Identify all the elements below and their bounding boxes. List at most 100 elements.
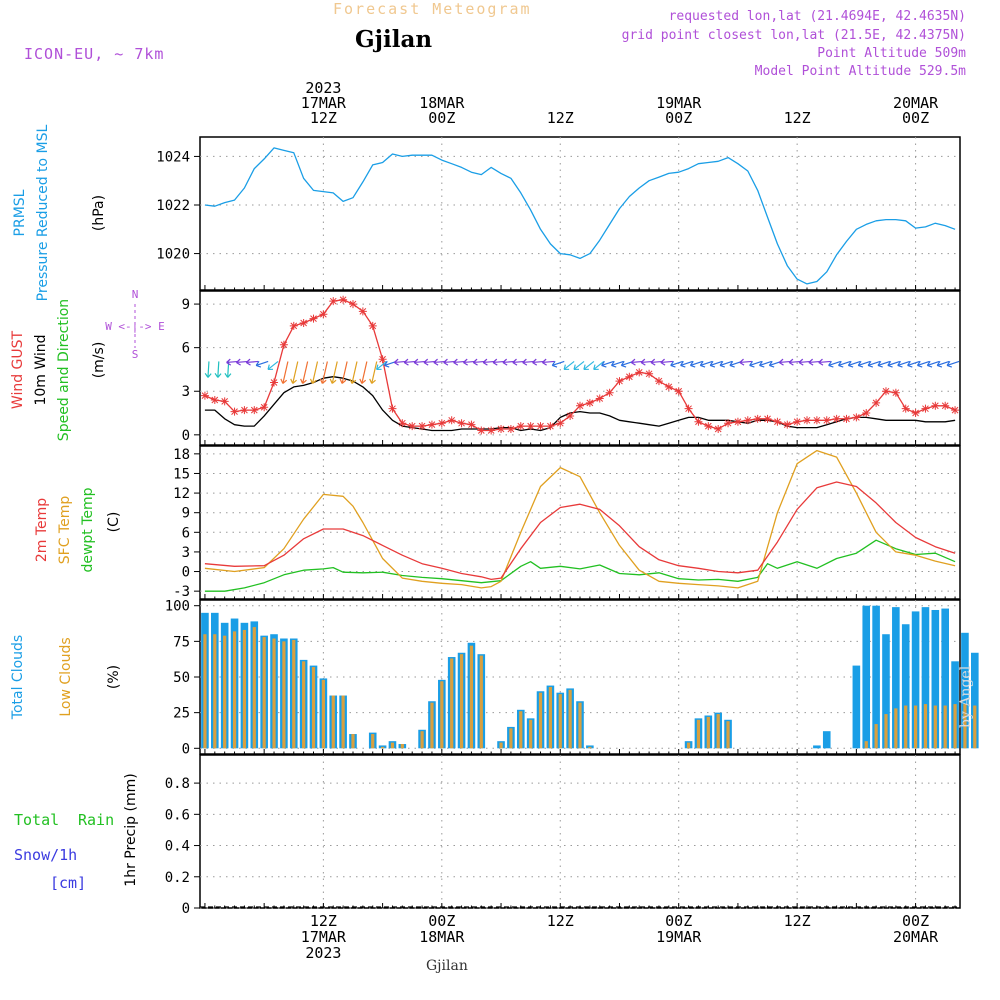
wind-arrow-head	[541, 358, 547, 366]
wind-arrow-head	[290, 378, 297, 384]
wind-arrow	[689, 360, 703, 368]
wind-arrow	[946, 360, 960, 368]
wind-arrow	[897, 360, 910, 368]
wind-arrow-shaft	[848, 360, 861, 367]
wind-arrow	[670, 360, 683, 368]
gust-marker	[881, 387, 890, 396]
wind-arrow	[936, 360, 950, 368]
bar-low-clouds	[884, 714, 888, 749]
wind-arrow-head	[463, 358, 468, 366]
wind-arrow	[719, 360, 733, 368]
y-tick-label: 15	[173, 466, 190, 482]
y-tick-label: 0	[182, 741, 190, 757]
bar-low-clouds	[440, 681, 444, 749]
wind-arrow-head	[502, 358, 508, 366]
wind-arrow-head	[689, 361, 696, 368]
gust-marker	[339, 295, 348, 304]
wind-arrow-head	[309, 378, 317, 384]
wind-arrow	[660, 358, 673, 366]
wind-arrow-head	[492, 358, 498, 366]
wind-arrow-head	[778, 358, 784, 366]
wind-arrow-shaft	[351, 361, 358, 384]
gust-marker	[615, 377, 624, 386]
y-tick-label: 9	[182, 506, 190, 522]
bar-low-clouds	[469, 645, 474, 749]
wind-arrow-shaft	[897, 360, 910, 367]
gust-marker	[368, 321, 377, 330]
gust-marker	[348, 300, 357, 309]
bar-low-clouds	[913, 705, 918, 749]
gridpoint-coords: grid point closest lon,lat (21.5E, 42.43…	[621, 28, 966, 43]
wind-arrow-shaft	[818, 360, 831, 364]
series-10m-wind	[204, 376, 956, 432]
bar-low-clouds	[923, 704, 928, 749]
compass-we: W <-|-> E	[105, 320, 165, 333]
wind-arrow	[887, 360, 901, 368]
gust-marker	[487, 426, 496, 435]
wind-arrow-head	[818, 358, 824, 366]
bar-low-clouds	[390, 742, 395, 749]
wind-arrow-shaft	[670, 360, 683, 367]
y-tick-label: 3	[182, 384, 190, 400]
wind-arrow-head	[798, 358, 804, 366]
wind-arrow	[610, 360, 624, 368]
wind-arrow-head	[573, 364, 580, 371]
gust-marker	[812, 416, 821, 425]
y-tick-label: 18	[173, 447, 190, 463]
wind-arrow-head	[650, 358, 656, 366]
model-name: ICON-EU, ~ 7km	[24, 45, 165, 63]
wind-arrow-head	[349, 378, 357, 384]
gust-marker	[556, 419, 565, 428]
wind-arrow-head	[423, 358, 429, 366]
gust-marker	[477, 426, 486, 435]
y-tick-label: 0.8	[165, 776, 190, 792]
wind-arrow	[551, 360, 565, 368]
y-tick-label: 6	[182, 341, 190, 357]
bar-low-clouds	[864, 741, 868, 749]
wind-arrow-head	[245, 358, 251, 366]
wind-arrow-head	[482, 358, 488, 366]
wind-arrow-head	[660, 358, 666, 366]
y-tick-label: 1024	[156, 149, 190, 165]
wind-arrow-head	[749, 361, 755, 368]
bottom-time-label: 00Z	[665, 912, 692, 930]
gust-marker	[408, 422, 417, 431]
gust-marker	[220, 397, 229, 406]
wind-arrow	[857, 360, 871, 368]
wind-arrow-head	[808, 358, 814, 366]
product-title: Forecast Meteogram	[333, 0, 532, 18]
wind-arrow-shaft	[828, 360, 841, 367]
y-tick-label: 0	[182, 901, 190, 917]
y-tick-label: -3	[173, 584, 190, 600]
bar-low-clouds	[321, 679, 325, 749]
gust-marker	[526, 422, 535, 431]
wind-arrow-head	[255, 361, 262, 368]
panel-frame-3	[199, 445, 961, 600]
wind-arrow-head	[768, 361, 775, 368]
gust-marker	[378, 355, 387, 364]
wind-arrow-head	[359, 378, 367, 384]
wind-arrow-head	[403, 358, 409, 366]
wind-arrow	[369, 361, 378, 384]
gust-marker	[260, 403, 269, 412]
wind-arrow	[818, 358, 831, 366]
bar-low-clouds	[519, 711, 523, 749]
wind-arrow	[838, 360, 851, 368]
bar-low-clouds	[351, 734, 355, 749]
wind-arrow-shaft	[719, 360, 733, 367]
wind-arrow	[867, 360, 881, 368]
gust-marker	[625, 372, 634, 381]
wind-arrow	[319, 361, 328, 384]
wind-arrow	[339, 361, 348, 384]
bar-low-clouds	[203, 634, 207, 749]
wind-arrow-shaft	[907, 360, 920, 367]
wind-arrow	[847, 360, 861, 368]
ylabel-1hr-precip: 1hr Precip (mm)	[123, 773, 139, 886]
bar-low-clouds	[904, 705, 908, 749]
bar-low-clouds	[973, 705, 977, 749]
series-2m-temp	[204, 481, 956, 581]
wind-arrow-shaft	[593, 360, 605, 370]
top-time-label: 12Z	[310, 109, 337, 127]
gust-marker	[793, 417, 802, 426]
wind-arrow-shaft	[680, 360, 693, 367]
